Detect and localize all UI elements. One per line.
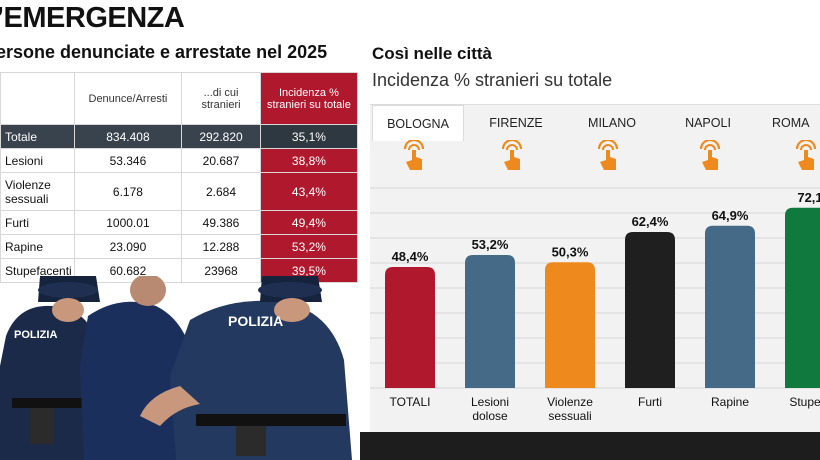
tap-ripple-inner — [602, 144, 614, 151]
bar-3 — [545, 262, 595, 388]
vest-text-right: POLIZIA — [228, 313, 283, 329]
tap-ripple-inner — [704, 144, 716, 151]
stats-table: Denunce/Arresti ...di cui stranieri Inci… — [0, 72, 359, 283]
bar-1 — [385, 267, 435, 388]
row-label: Rapine — [0, 234, 75, 259]
tap-hand-shape — [702, 150, 718, 170]
table-header-denunce: Denunce/Arresti — [73, 72, 183, 125]
officer-left: POLIZIA — [0, 276, 104, 460]
tap-ripple-outer — [501, 140, 523, 150]
tap-hand-shape — [600, 150, 616, 170]
row-label: Totale — [0, 124, 75, 149]
bottom-band — [360, 432, 820, 460]
tap-ripple-outer — [795, 140, 817, 150]
row-label: Furti — [0, 210, 75, 235]
cell-stranieri: 2.684 — [181, 172, 261, 211]
chart-subtitle: Incidenza % stranieri su totale — [372, 70, 613, 90]
bar-5 — [705, 225, 755, 388]
bars — [385, 207, 820, 388]
police-photo: POLIZIA POLIZIA — [0, 276, 352, 460]
cell-incidenza: 49,4% — [259, 210, 359, 235]
category-label: Violenze — [547, 395, 593, 409]
tap-hand-icon[interactable] — [795, 140, 817, 170]
value-label: 72,1 — [797, 190, 820, 205]
tap-ripple-inner — [800, 144, 812, 151]
cell-denunce: 53.346 — [73, 148, 183, 173]
cell-incidenza: 38,8% — [259, 148, 359, 173]
tab-milano[interactable]: MILANO — [588, 116, 636, 130]
bar-6 — [785, 207, 820, 388]
value-label: 48,4% — [392, 249, 429, 264]
tab-napoli[interactable]: NAPOLI — [685, 116, 731, 130]
table-row: Furti 1000.01 49.386 49,4% — [0, 210, 359, 235]
tap-ripple-outer — [699, 140, 721, 150]
tap-ripple-inner — [506, 144, 518, 151]
cell-denunce: 1000.01 — [73, 210, 183, 235]
cell-denunce: 834.408 — [73, 124, 183, 149]
row-label: Violenze sessuali — [0, 172, 75, 211]
chart-section-title: Così nelle città — [372, 44, 492, 63]
value-label: 62,4% — [632, 214, 669, 229]
tap-ripple-outer — [597, 140, 619, 150]
officer-right: POLIZIA — [140, 276, 352, 460]
headline: ’EMERGENZA — [0, 2, 185, 34]
table-row: Stupefacenti 60.682 23968 39,5% — [0, 258, 359, 283]
bar-4 — [625, 232, 675, 388]
cell-stranieri: 49.386 — [181, 210, 261, 235]
value-label: 53,2% — [472, 237, 509, 252]
value-labels: 48,4% 53,2% 50,3% 62,4% 64,9% 72,1 — [392, 190, 820, 264]
cell-denunce: 23.090 — [73, 234, 183, 259]
category-label: TOTALI — [390, 395, 431, 409]
category-label: Lesioni — [471, 395, 509, 409]
tap-hand-icon[interactable] — [403, 140, 425, 170]
tab-firenze[interactable]: FIRENZE — [489, 116, 543, 130]
category-label: Rapine — [711, 395, 749, 409]
tap-ripple-outer — [403, 140, 425, 150]
row-label: Lesioni — [0, 148, 75, 173]
cell-incidenza: 35,1% — [259, 124, 359, 149]
cell-stranieri: 12.288 — [181, 234, 261, 259]
category-label: dolose — [472, 409, 508, 423]
tap-hand-icon[interactable] — [699, 140, 721, 170]
table-header-row: Denunce/Arresti ...di cui stranieri Inci… — [0, 72, 359, 125]
bar-chart: 48,4% 53,2% 50,3% 62,4% 64,9% 72,1 TOTALI Lesi… — [370, 140, 820, 423]
table-row: Totale 834.408 292.820 35,1% — [0, 124, 359, 149]
table-row: Violenze sessuali 6.178 2.684 43,4% — [0, 172, 359, 211]
value-label: 64,9% — [712, 208, 749, 223]
cell-incidenza: 43,4% — [259, 172, 359, 211]
cell-denunce: 60.682 — [73, 258, 183, 283]
cell-stranieri: 292.820 — [181, 124, 261, 149]
cell-denunce: 6.178 — [73, 172, 183, 211]
table-header-incidenza: Incidenza % stranieri su totale — [259, 72, 359, 125]
category-label: sessuali — [548, 409, 591, 423]
value-label: 50,3% — [552, 244, 589, 259]
category-label: Stupefa — [789, 395, 820, 409]
bar-2 — [465, 255, 515, 388]
tap-icons — [403, 140, 817, 170]
city-tabs: BOLOGNA FIRENZE MILANO NAPOLI ROMA — [370, 105, 820, 141]
tap-ripple-inner — [408, 144, 420, 151]
tap-hand-shape — [504, 150, 520, 170]
vest-text-left: POLIZIA — [14, 329, 57, 341]
cell-incidenza: 53,2% — [259, 234, 359, 259]
cell-stranieri: 20.687 — [181, 148, 261, 173]
tab-roma[interactable]: ROMA — [772, 116, 810, 130]
table-header-empty — [0, 72, 75, 125]
table-header-stranieri: ...di cui stranieri — [181, 72, 261, 125]
tap-hand-icon[interactable] — [501, 140, 523, 170]
table-row: Lesioni 53.346 20.687 38,8% — [0, 148, 359, 173]
tap-hand-icon[interactable] — [597, 140, 619, 170]
tab-bologna[interactable]: BOLOGNA — [372, 105, 464, 141]
tap-hand-shape — [406, 150, 422, 170]
arrested-person — [80, 276, 200, 460]
category-label: Furti — [638, 395, 662, 409]
table-subtitle: ersone denunciate e arrestate nel 2025 — [0, 42, 328, 62]
tap-hand-shape — [798, 150, 814, 170]
table-row: Rapine 23.090 12.288 53,2% — [0, 234, 359, 259]
